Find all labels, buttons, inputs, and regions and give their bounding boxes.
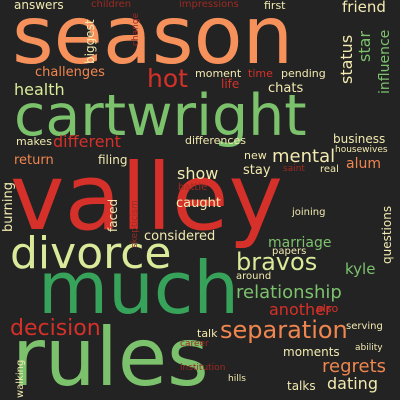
word-change: change	[131, 12, 141, 46]
word-children: children	[91, 0, 132, 10]
word-caught: caught	[176, 196, 221, 211]
word-influence: influence	[377, 29, 393, 94]
word-answers: answers	[14, 0, 64, 12]
word-relationship: relationship	[236, 282, 342, 303]
word-much: much	[38, 246, 239, 330]
word-stay: stay	[243, 163, 271, 178]
word-chats: chats	[268, 81, 304, 96]
word-bravos: bravos	[236, 248, 318, 276]
word-considered: considered	[144, 229, 216, 244]
word-biggest: biggest	[83, 19, 97, 64]
word-business: business	[333, 132, 386, 146]
word-decision: decision	[10, 316, 101, 341]
word-institution: institution	[180, 363, 226, 373]
word-pending: pending	[281, 67, 326, 80]
word-questions: questions	[380, 205, 394, 264]
word-moment: moment	[195, 67, 242, 80]
word-first: first	[264, 0, 286, 12]
word-divorce: divorce	[10, 228, 172, 279]
word-hot: hot	[147, 64, 188, 93]
word-battle: battle	[178, 182, 208, 193]
word-differences: differences	[185, 134, 246, 147]
word-saint: saint	[283, 164, 305, 174]
word-around: around	[236, 271, 272, 282]
word-marriage: marriage	[268, 235, 332, 251]
word-star: star	[355, 31, 374, 62]
word-talk: talk	[197, 327, 218, 340]
word-status: status	[337, 34, 356, 84]
word-dating: dating	[327, 374, 378, 393]
word-career: career	[180, 339, 209, 349]
word-regrets: regrets	[322, 356, 387, 377]
word-burning: burning	[1, 182, 16, 232]
word-alum: alum	[346, 156, 381, 172]
word-valley: valley	[10, 144, 283, 251]
word-rules: rules	[12, 311, 209, 400]
word-hills: hills	[228, 374, 246, 384]
word-separation: separation	[220, 316, 348, 344]
word-faced: faced	[106, 198, 120, 232]
word-ability: ability	[355, 343, 383, 353]
word-housewives: housewives	[335, 145, 388, 155]
word-walking: walking	[15, 359, 26, 398]
word-skepticism: skepticism	[130, 200, 140, 248]
word-filing: filing	[98, 153, 128, 167]
word-kyle: kyle	[345, 260, 376, 278]
word-impressions: impressions	[179, 0, 239, 10]
word-serving: serving	[346, 321, 383, 332]
word-mental: mental	[272, 146, 336, 167]
word-talks: talks	[287, 379, 316, 393]
word-health: health	[14, 80, 65, 99]
word-show: show	[177, 164, 219, 183]
word-cartwright: cartwright	[14, 83, 307, 149]
word-challenges: challenges	[35, 65, 105, 80]
word-joining: joining	[292, 207, 326, 218]
word-papers: papers	[272, 246, 307, 257]
word-friend: friend	[342, 0, 386, 16]
word-also: also	[316, 302, 339, 315]
word-real: real	[320, 164, 339, 175]
word-makes: makes	[16, 135, 52, 148]
word-life: life	[221, 77, 240, 91]
word-return: return	[14, 153, 54, 168]
word-new: new	[244, 149, 267, 162]
word-time: time	[248, 67, 273, 80]
word-another: another	[269, 300, 332, 319]
word-moments: moments	[283, 345, 340, 359]
word-season: season	[12, 0, 294, 82]
word-different: different	[53, 132, 121, 151]
